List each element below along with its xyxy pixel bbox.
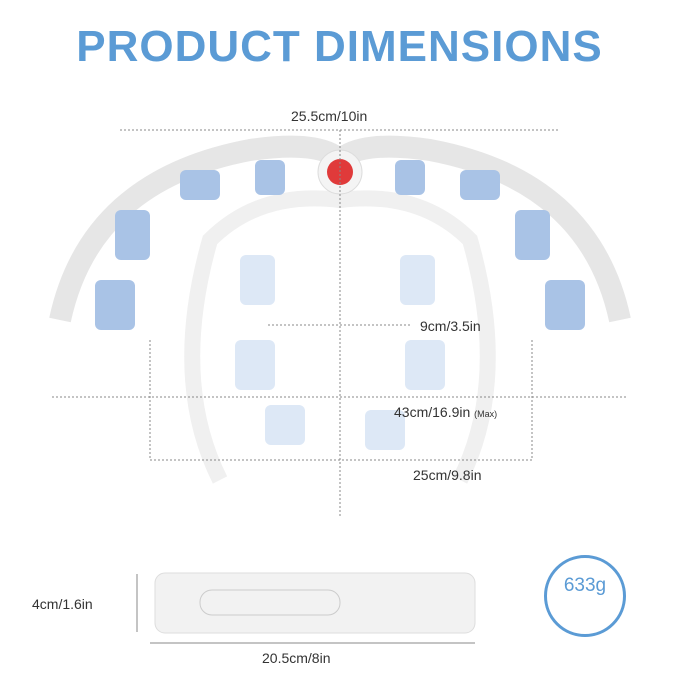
top-width-label: 25.5cm/10in bbox=[291, 108, 368, 124]
max-note: (Max) bbox=[474, 409, 498, 419]
bottom-width-label: 25cm/9.8in bbox=[413, 467, 482, 483]
weight-badge: 633g bbox=[544, 555, 626, 637]
length-label: 20.5cm/8in bbox=[262, 650, 331, 666]
page-title: PRODUCT DIMENSIONS bbox=[76, 22, 603, 71]
max-width-label: 43cm/16.9in (Max) bbox=[394, 404, 497, 420]
height-label: 4cm/1.6in bbox=[32, 596, 93, 612]
inner-width-label: 9cm/3.5in bbox=[420, 318, 481, 334]
weight-value: 633g bbox=[563, 575, 607, 596]
max-width-value: 43cm/16.9in bbox=[394, 404, 471, 420]
